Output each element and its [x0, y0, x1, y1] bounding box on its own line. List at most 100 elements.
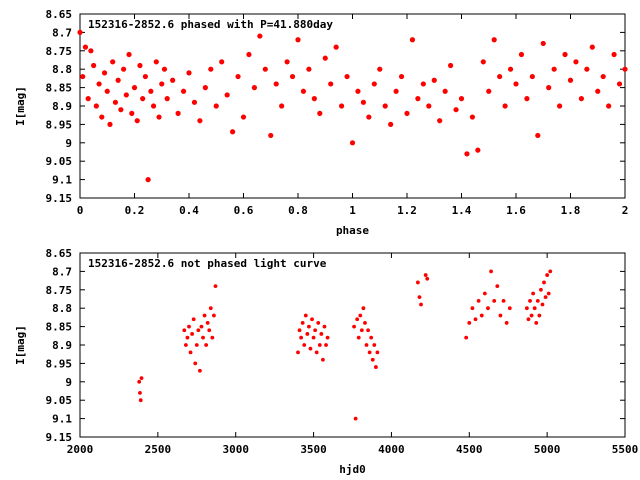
data-point	[398, 73, 405, 80]
y-tick-label: 8.65	[46, 8, 73, 21]
x-tick-label: 0.8	[288, 204, 308, 217]
data-point	[486, 306, 490, 311]
data-point	[578, 96, 585, 102]
data-point	[198, 368, 202, 373]
data-point	[284, 59, 290, 65]
data-point	[202, 85, 208, 91]
data-point	[349, 140, 356, 146]
data-point	[431, 77, 437, 83]
data-point	[319, 332, 324, 336]
data-point	[419, 302, 423, 307]
data-point	[375, 350, 380, 355]
data-point	[370, 357, 375, 362]
data-point	[306, 66, 312, 72]
data-point	[303, 313, 308, 318]
data-point	[175, 110, 181, 116]
data-point	[486, 88, 492, 94]
data-point	[448, 62, 454, 69]
data-point	[528, 298, 532, 303]
data-point	[546, 291, 551, 296]
data-point	[139, 376, 144, 381]
data-point	[355, 317, 360, 322]
data-point	[77, 29, 83, 35]
y-axis-label: I[mag]	[14, 86, 27, 126]
x-tick-label: 2500	[145, 443, 172, 456]
x-tick-label: 1	[349, 204, 356, 217]
data-point	[159, 81, 165, 87]
data-point	[369, 335, 374, 340]
data-point	[557, 103, 563, 109]
x-tick-label: 1.6	[506, 204, 526, 217]
data-point	[230, 129, 236, 135]
data-point	[164, 96, 170, 102]
data-point	[268, 132, 274, 139]
data-point	[202, 313, 207, 318]
data-point	[235, 73, 241, 80]
x-tick-label: 0.2	[125, 204, 145, 217]
data-point	[404, 110, 410, 116]
data-point	[622, 66, 628, 72]
data-point	[156, 114, 162, 120]
y-tick-label: 8.9	[52, 100, 72, 113]
y-tick-label: 8.95	[46, 118, 73, 131]
data-point	[543, 295, 548, 300]
x-tick-label: 1.4	[452, 204, 472, 217]
data-point	[425, 276, 430, 281]
data-point	[492, 298, 497, 303]
data-point	[409, 37, 416, 43]
data-point	[131, 85, 138, 91]
data-point	[423, 273, 428, 277]
data-point	[372, 343, 377, 347]
y-tick-label: 9.15	[46, 431, 73, 444]
data-point	[204, 343, 209, 347]
data-point	[317, 343, 322, 347]
data-point	[524, 96, 530, 102]
data-point	[479, 313, 484, 318]
data-point	[567, 77, 574, 83]
data-point	[297, 328, 302, 333]
data-point	[502, 103, 508, 109]
data-point	[540, 302, 545, 307]
data-point	[382, 103, 388, 109]
data-point	[507, 66, 514, 72]
data-point	[539, 287, 543, 292]
data-point	[529, 73, 535, 80]
y-tick-label: 9.15	[46, 192, 73, 205]
data-point	[213, 103, 219, 109]
y-tick-label: 8.9	[52, 339, 72, 352]
data-point	[170, 77, 176, 83]
data-point	[535, 298, 540, 303]
data-point	[295, 37, 301, 43]
data-point	[473, 317, 478, 322]
data-point	[453, 107, 459, 113]
x-tick-label: 0.6	[234, 204, 254, 217]
data-point	[464, 335, 469, 340]
data-point	[504, 321, 509, 325]
data-point	[314, 350, 319, 355]
data-point	[364, 343, 369, 347]
chart-title: 152316-2852.6 not phased light curve	[88, 257, 327, 270]
x-tick-label: 1.2	[397, 204, 417, 217]
data-point	[273, 81, 279, 87]
data-point	[148, 88, 154, 94]
data-point	[589, 44, 595, 50]
data-point	[112, 99, 119, 105]
data-point	[210, 335, 215, 340]
data-point	[595, 88, 601, 94]
unphased-chart: 2000 2500 3000 3500 4000 4500 5000 5500 8.65 8.7 8…	[14, 247, 638, 476]
data-point	[300, 321, 305, 325]
data-point	[126, 51, 132, 58]
data-point	[246, 51, 252, 58]
data-point	[180, 88, 187, 94]
data-point	[469, 114, 475, 120]
data-point	[310, 317, 314, 322]
data-point	[333, 44, 339, 50]
chart-title: 152316-2852.6 phased with P=41.880day	[88, 18, 333, 31]
data-point	[313, 328, 318, 333]
data-point	[99, 114, 105, 120]
data-point	[470, 306, 475, 311]
data-point	[367, 350, 372, 355]
data-point	[325, 335, 330, 340]
data-point	[531, 291, 536, 296]
data-point	[296, 350, 300, 355]
